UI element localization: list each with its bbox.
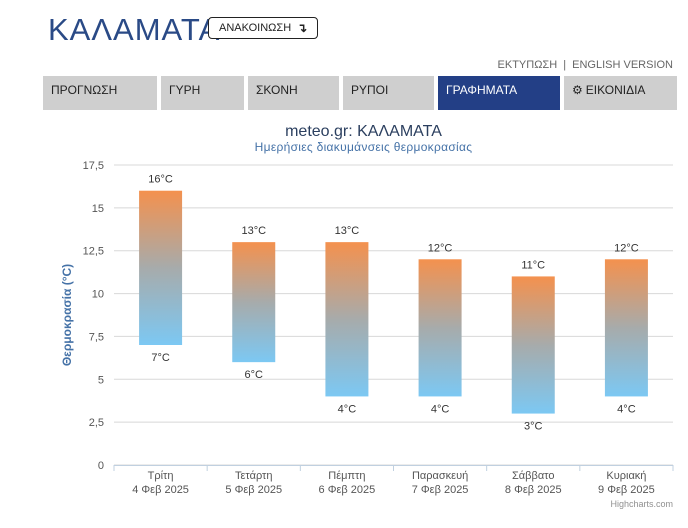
tab-label: ΣΚΟΝΗ xyxy=(256,83,298,97)
x-tick-date: 7 Φεβ 2025 xyxy=(412,484,469,496)
x-tick-day: Πέμπτη xyxy=(328,470,365,482)
tab-icons[interactable]: ⚙ ΕΙΚΟΝΙΔΙΑ xyxy=(564,76,677,110)
x-tick-day: Τετάρτη xyxy=(235,470,273,482)
x-tick-date: 6 Φεβ 2025 xyxy=(319,484,376,496)
tab-forecast[interactable]: ΠΡΟΓΝΩΣΗ xyxy=(43,76,157,110)
temperature-bar xyxy=(511,276,555,414)
announcement-button[interactable]: ΑΝΑΚΟΙΝΩΣΗ ↴ xyxy=(208,17,319,39)
high-temp-label: 16°C xyxy=(148,174,173,186)
x-tick-day: Τρίτη xyxy=(148,470,174,482)
y-tick-label: 5 xyxy=(98,374,104,386)
tab-label: ΠΡΟΓΝΩΣΗ xyxy=(51,83,118,97)
chart-title: meteo.gr: ΚΑΛΑΜΑΤΑ xyxy=(285,123,442,140)
x-tick-date: 5 Φεβ 2025 xyxy=(225,484,282,496)
y-tick-label: 2,5 xyxy=(89,417,104,429)
tab-label: ΓΡΑΦΗΜΑΤΑ xyxy=(446,83,518,97)
page-title: ΚΑΛΑΜΑΤΑ xyxy=(48,12,221,47)
tab-pollutants[interactable]: ΡΥΠΟΙ xyxy=(343,76,434,110)
y-axis-title: Θερμοκρασία (°C) xyxy=(60,264,74,366)
y-tick-label: 17,5 xyxy=(83,160,104,172)
announcement-label: ΑΝΑΚΟΙΝΩΣΗ xyxy=(219,22,292,34)
x-tick-day: Κυριακή xyxy=(606,470,646,482)
temperature-bar xyxy=(604,259,648,397)
tab-charts[interactable]: ΓΡΑΦΗΜΑΤΑ xyxy=(438,76,560,110)
chart-subtitle: Ημερήσιες διακυμάνσεις θερμοκρασίας xyxy=(255,140,473,154)
x-tick-date: 4 Φεβ 2025 xyxy=(132,484,189,496)
arrow-down-icon: ↴ xyxy=(297,21,308,35)
x-tick-day: Παρασκευή xyxy=(412,470,468,482)
english-version-link[interactable]: ENGLISH VERSION xyxy=(572,59,673,71)
high-temp-label: 12°C xyxy=(428,242,453,254)
low-temp-label: 4°C xyxy=(617,403,636,415)
temperature-bar xyxy=(418,259,462,397)
y-tick-label: 7,5 xyxy=(89,331,104,343)
high-temp-label: 12°C xyxy=(614,242,639,254)
y-tick-label: 0 xyxy=(98,460,104,472)
high-temp-label: 13°C xyxy=(241,225,266,237)
tab-label: ΓΥΡΗ xyxy=(169,83,201,97)
x-tick-date: 9 Φεβ 2025 xyxy=(598,484,655,496)
low-temp-label: 4°C xyxy=(338,403,357,415)
low-temp-label: 3°C xyxy=(524,421,543,433)
print-link[interactable]: ΕΚΤΥΠΩΣΗ xyxy=(497,59,558,71)
link-separator: | xyxy=(563,59,567,71)
highcharts-credit: Highcharts.com xyxy=(610,499,673,509)
tab-label: ΕΙΚΟΝΙΔΙΑ xyxy=(585,83,646,97)
temperature-bar xyxy=(232,242,276,363)
high-temp-label: 13°C xyxy=(335,225,360,237)
low-temp-label: 7°C xyxy=(151,352,170,364)
y-tick-label: 12,5 xyxy=(83,246,104,258)
high-temp-label: 11°C xyxy=(521,259,545,271)
y-tick-label: 15 xyxy=(92,203,104,215)
top-links: ΕΚΤΥΠΩΣΗ | ENGLISH VERSION xyxy=(498,59,673,71)
low-temp-label: 6°C xyxy=(245,369,264,381)
tab-dust[interactable]: ΣΚΟΝΗ xyxy=(248,76,339,110)
x-tick-date: 8 Φεβ 2025 xyxy=(505,484,562,496)
gear-icon: ⚙ xyxy=(572,83,583,97)
y-tick-label: 10 xyxy=(92,289,104,301)
tab-pollen[interactable]: ΓΥΡΗ xyxy=(161,76,244,110)
low-temp-label: 4°C xyxy=(431,403,450,415)
temperature-bar xyxy=(325,242,369,397)
temperature-bar xyxy=(139,190,183,345)
tab-label: ΡΥΠΟΙ xyxy=(351,83,389,97)
x-tick-day: Σάββατο xyxy=(512,470,554,482)
